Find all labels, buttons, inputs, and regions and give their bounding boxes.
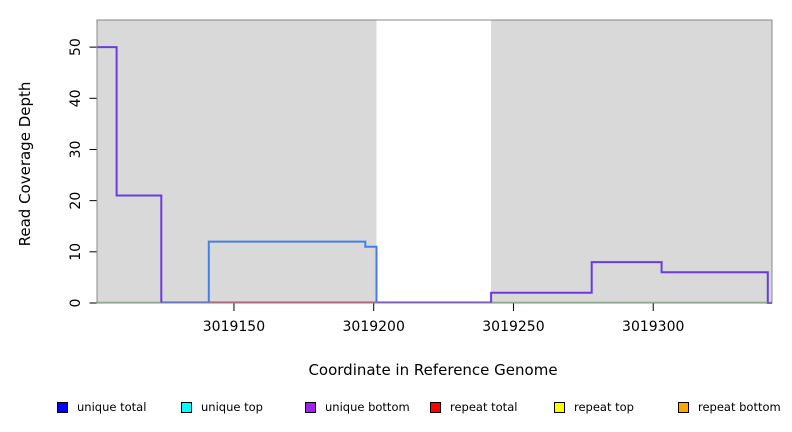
plot-border [96,19,773,304]
legend-item-unique-total: unique total [57,399,146,415]
legend-item-repeat-total: repeat total [430,399,517,415]
legend-item-repeat-bottom: repeat bottom [678,399,781,415]
y-axis-title: Read Coverage Depth [16,81,34,247]
legend-item-unique-bottom: unique bottom [305,399,410,415]
legend-item-repeat-top: repeat top [554,399,634,415]
series-unique-total [207,240,378,303]
legend-swatch-icon [430,401,441,413]
x-axis-title: Coordinate in Reference Genome [308,361,558,379]
legend-label: unique top [201,400,263,414]
legend-label: repeat bottom [698,400,781,414]
y-tick-label: 30 [68,141,84,159]
y-tick-label: 10 [68,243,84,261]
y-tick-label: 40 [68,89,84,107]
plot-area-svg: 3019150 3019200 3019250 3019300 0 10 20 30 40 50 [68,19,773,335]
legend-swatch-icon [678,401,689,413]
legend-label: repeat top [574,400,634,414]
x-tick-label: 3019300 [622,319,684,335]
y-tick-label: 50 [68,38,84,56]
legend-label: unique bottom [325,400,410,414]
series-unique-bottom-right [490,261,772,304]
legend-swatch-icon [305,401,316,413]
legend-swatch-icon [554,401,565,413]
legend-label: repeat total [450,400,518,414]
y-tick-label: 0 [68,299,84,308]
legend: unique total unique top unique bottom repea… [0,399,792,419]
series-unique-bottom-left [97,46,163,303]
x-tick-label: 3019200 [343,319,405,335]
x-tick-label: 3019250 [482,319,544,335]
highlight-region [376,20,492,303]
legend-item-unique-top: unique top [181,399,263,415]
legend-label: unique total [77,400,147,414]
y-tick-label: 20 [68,192,84,210]
legend-swatch-icon [57,401,68,413]
x-tick-label: 3019150 [203,319,265,335]
legend-swatch-icon [181,401,192,413]
